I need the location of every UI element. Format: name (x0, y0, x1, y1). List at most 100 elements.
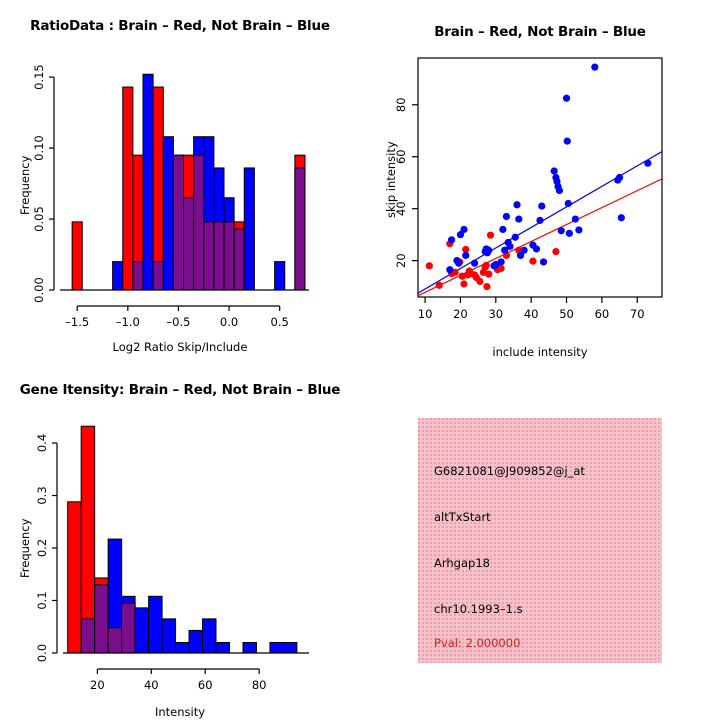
ratio-bar (122, 86, 134, 291)
scatter-point (564, 199, 572, 208)
event-type-text: altTxStart (434, 510, 491, 524)
ratio-x-tick-label: –0.5 (166, 315, 190, 329)
gene-x-tick-label: 40 (144, 678, 159, 692)
gene-x-tick-label: 60 (198, 678, 213, 692)
scatter-fit-line (418, 178, 662, 297)
gene-bar (134, 607, 150, 654)
scatter-point (550, 167, 558, 175)
scatter-point (506, 242, 514, 250)
gene-bar-overlap (94, 584, 109, 654)
scatter-content (418, 63, 662, 297)
scatter-point (555, 186, 564, 195)
ratio-y-tick-label: 0.15 (32, 64, 46, 90)
gene-x-tick-label: 80 (252, 678, 267, 692)
ratio-bar (162, 136, 174, 291)
gene-y-tick-label: 0.3 (35, 486, 49, 504)
ratio-histogram-title: RatioData : Brain – Red, Not Brain – Blu… (30, 18, 330, 34)
locus-text: chr10.1993–1.s (434, 602, 523, 616)
gene-bar (215, 642, 230, 654)
gene-histogram-title: Gene Itensity: Brain – Red, Not Brain – … (19, 382, 341, 398)
scatter-y-tick-label: 80 (394, 97, 408, 112)
scatter-point (520, 246, 528, 254)
gene-y-tick-label: 0.2 (35, 539, 49, 557)
ratio-bar-overlap (152, 261, 164, 291)
scatter-point (557, 227, 565, 235)
scatter-point (460, 225, 468, 234)
ratio-bar-overlap (233, 228, 245, 291)
ratio-y-tick-label: 0.05 (32, 206, 46, 232)
scatter-point (562, 94, 571, 102)
ratio-bar (142, 73, 154, 291)
ratio-bar-overlap (183, 197, 195, 291)
gene-symbol-text: Arhgap18 (434, 556, 490, 570)
gene-info-panel: G6821081@J909852@j_at altTxStart Arhgap1… (418, 418, 662, 663)
ratio-x-tick-label: 0.5 (271, 315, 289, 329)
ratio-x-tick-label: –1.0 (116, 315, 140, 329)
scatter-point (502, 212, 511, 221)
scatter-point (447, 236, 456, 244)
ratio-bar-overlap (294, 167, 306, 291)
scatter-plot-box (417, 57, 663, 298)
ratio-histogram-xlabel: Log2 Ratio Skip/Include (112, 340, 248, 354)
scatter-point (456, 231, 465, 239)
scatter-point (435, 281, 443, 289)
scatter-point (591, 63, 599, 71)
scatter-x-tick-label: 40 (524, 307, 539, 321)
scatter-point (425, 262, 433, 270)
gene-bar (161, 618, 177, 654)
scatter-panel: Brain – Red, Not Brain – Blue skip inten… (360, 0, 720, 360)
ratio-histogram-plot: 0.00 0.05 0.10 0.15 –1.5 –1.0 –0.5 0.0 0.5 (32, 64, 309, 329)
ratio-y-tick-label: 0.10 (32, 135, 46, 161)
scatter-point (470, 259, 479, 267)
scatter-x-tick-label: 70 (630, 307, 645, 321)
gene-bar (202, 618, 217, 654)
ratio-bar-overlap (172, 154, 184, 291)
gene-bar-overlap (121, 602, 136, 654)
scatter-point (513, 201, 521, 209)
ratio-bar-overlap (193, 154, 205, 291)
gene-y-tick-label: 0.4 (35, 434, 49, 452)
scatter-point (485, 246, 493, 254)
scatter-x-tick-label: 30 (488, 307, 503, 321)
scatter-point (485, 270, 493, 278)
scatter-point (497, 264, 505, 273)
scatter-point (476, 277, 484, 286)
gene-bar (175, 642, 190, 654)
ratio-bar (71, 221, 83, 291)
scatter-y-tick-label: 40 (394, 201, 408, 216)
gene-bar-overlap (80, 618, 96, 654)
scatter-point (552, 247, 560, 256)
scatter-point (460, 280, 468, 288)
scatter-point (615, 173, 624, 182)
scatter-point (497, 258, 505, 266)
scatter-point (571, 215, 579, 223)
scatter-point (532, 245, 541, 253)
probe-id-text: G6821081@J909852@j_at (434, 464, 585, 478)
scatter-point (644, 159, 652, 167)
gene-histogram-panel: Gene Itensity: Brain – Red, Not Brain – … (0, 360, 360, 720)
gene-bar (67, 501, 82, 654)
ratio-bar-overlap (213, 221, 225, 291)
scatter-point (483, 283, 491, 291)
pval-text: Pval: 2.000000 (434, 636, 521, 650)
scatter-point (482, 261, 490, 269)
scatter-point (536, 216, 544, 224)
scatter-point (575, 226, 583, 234)
gene-x-tick-label: 20 (90, 678, 105, 692)
gene-y-tick-label: 0.0 (35, 644, 49, 662)
scatter-point (516, 251, 525, 260)
ratio-x-tick-label: 0.0 (220, 315, 238, 329)
gene-bar (188, 629, 204, 654)
scatter-y-tick-label: 20 (394, 253, 408, 268)
gene-histogram-xlabel: Intensity (154, 705, 206, 719)
ratio-bar-overlap (203, 221, 215, 291)
scatter-point (501, 246, 509, 254)
scatter-point (539, 258, 548, 266)
scatter-title: Brain – Red, Not Brain – Blue (434, 24, 646, 40)
scatter-point (462, 251, 470, 260)
ratio-bar-overlap (223, 221, 235, 291)
gene-bar (282, 642, 298, 654)
scatter-point (563, 137, 571, 145)
scatter-y-tick-label: 60 (394, 149, 408, 164)
ratio-x-tick-label: –1.5 (65, 315, 89, 329)
